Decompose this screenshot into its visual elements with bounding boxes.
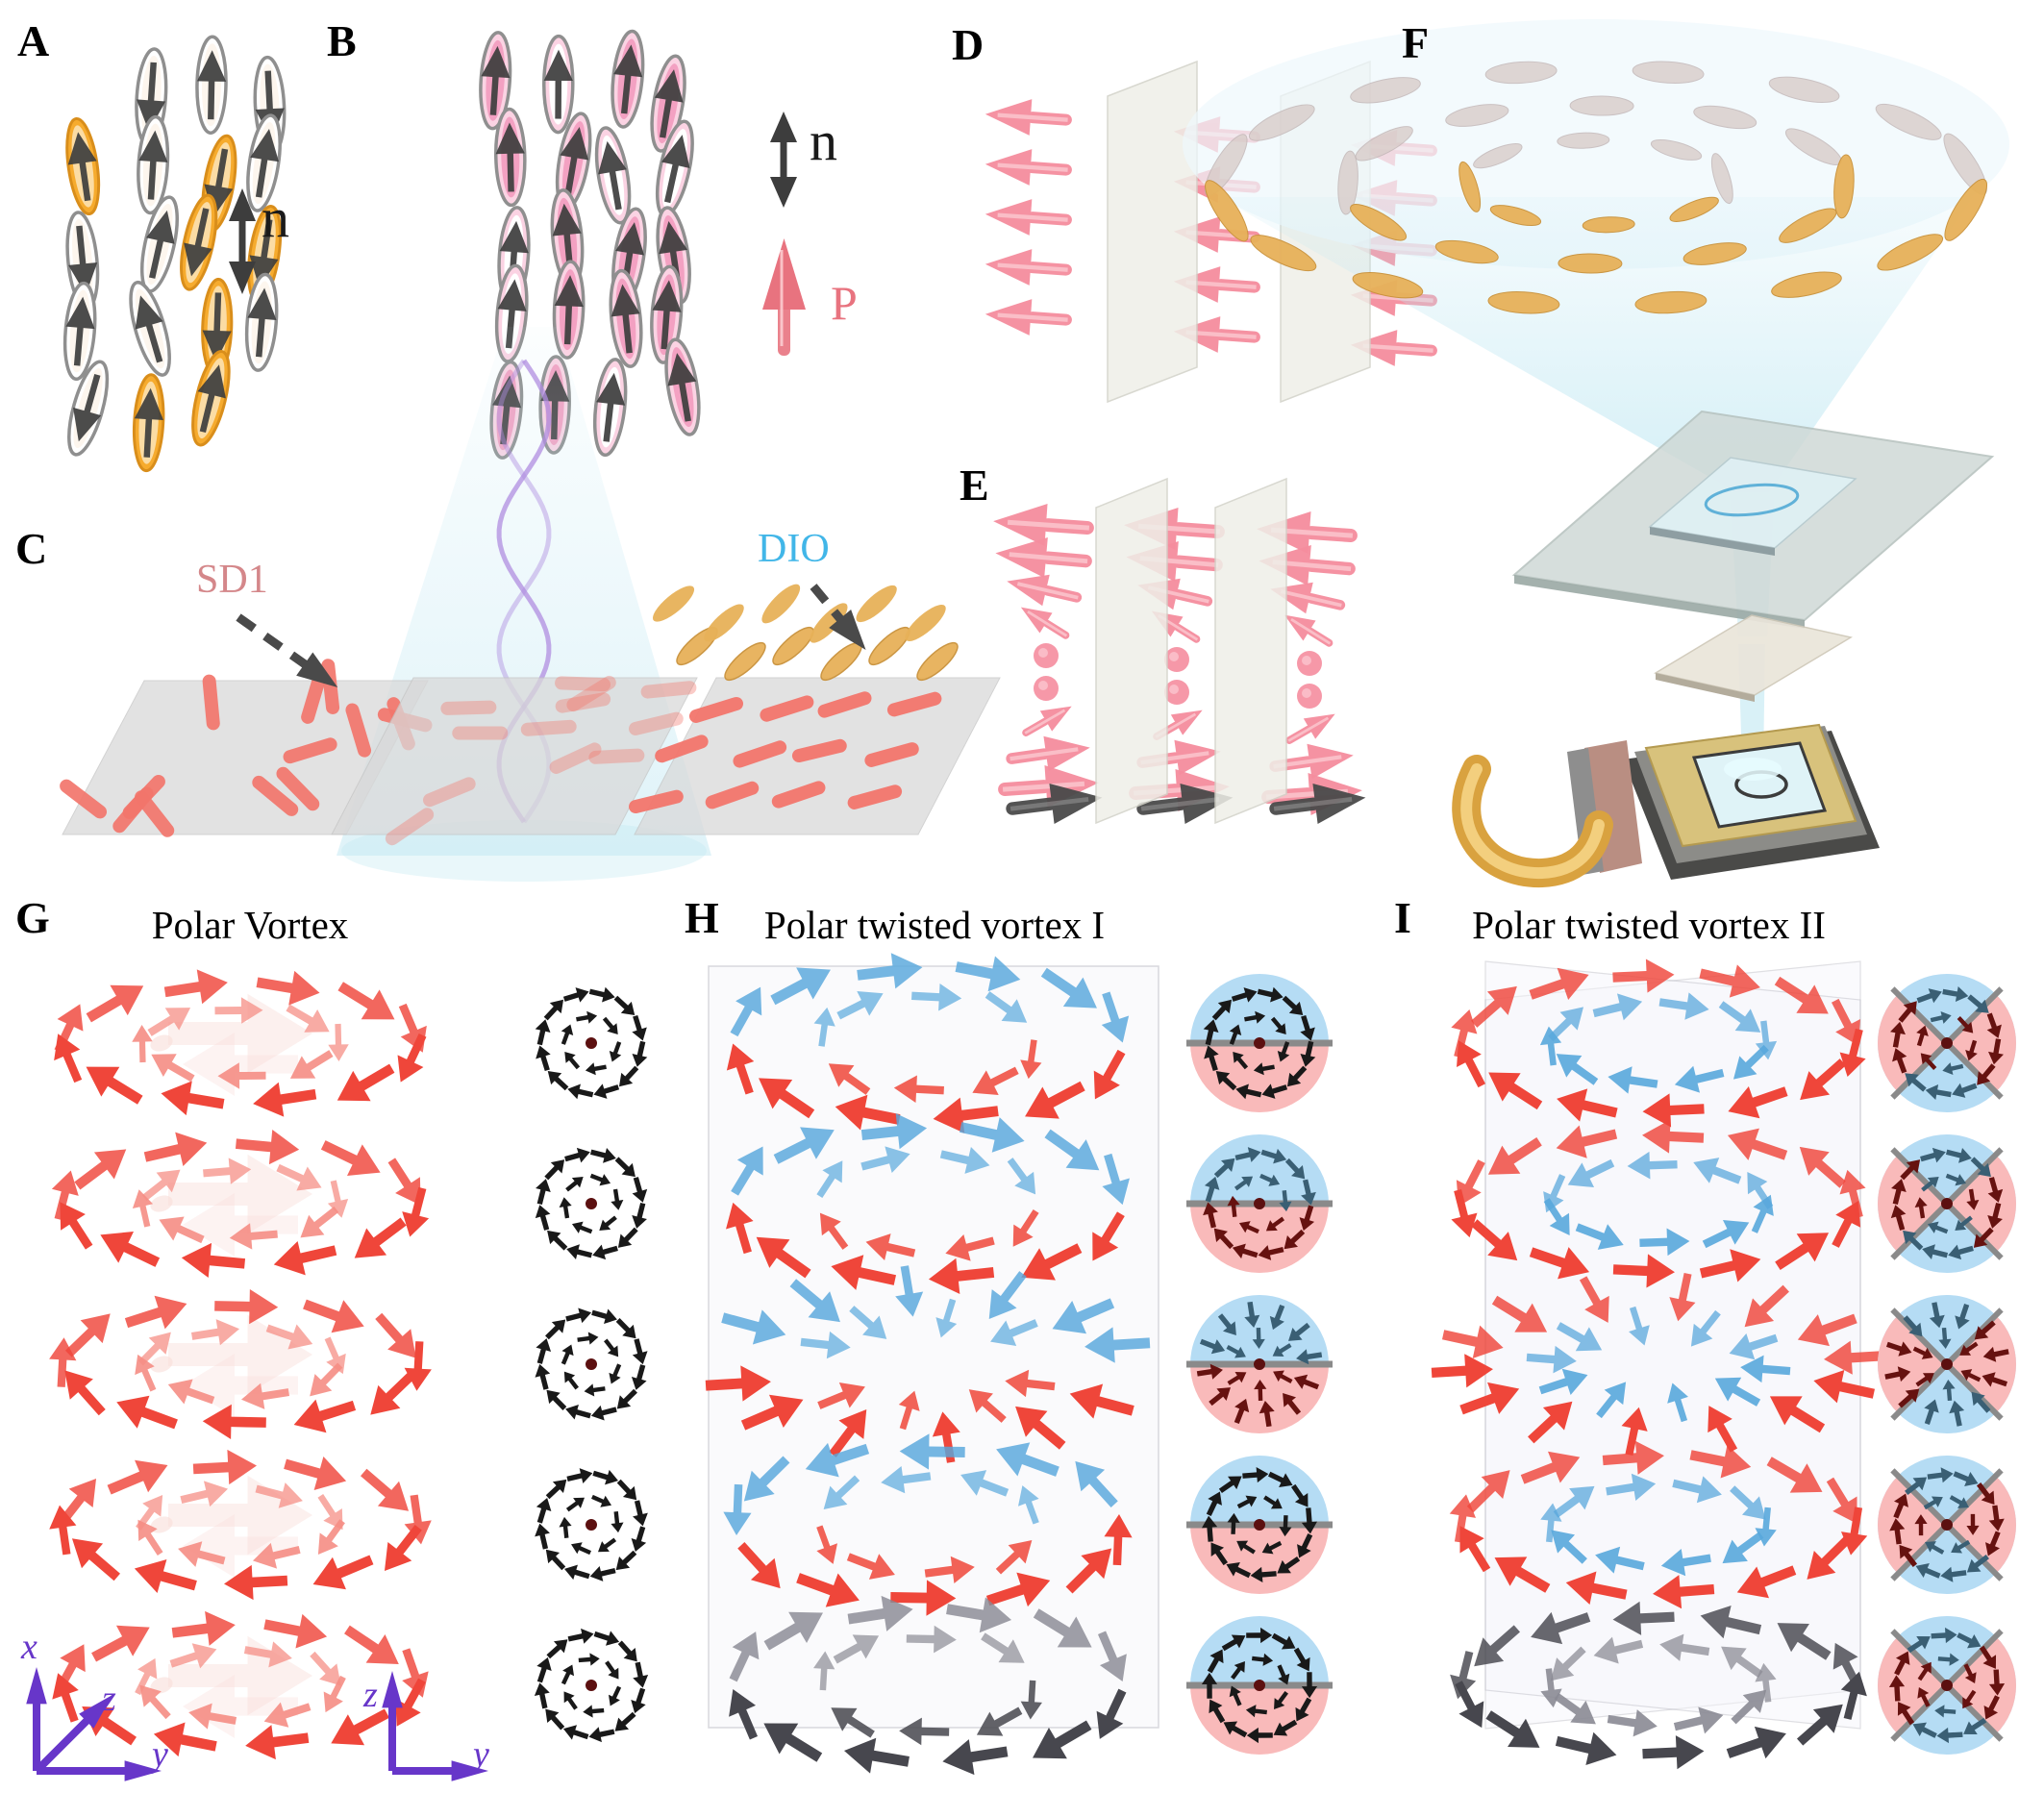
- polar-vortex-row: [51, 1129, 430, 1279]
- slice-inset-g: [535, 1468, 648, 1581]
- polar-vortex-row: [49, 1449, 432, 1601]
- slice-inset-g: [534, 1628, 649, 1743]
- slice-axis-label-z: z: [363, 1675, 378, 1715]
- polar-vortex-row: [54, 969, 427, 1117]
- panel-i-art: [1431, 959, 2016, 1770]
- slice-inset-g: [535, 986, 648, 1100]
- axis-label-x: x: [21, 1627, 37, 1667]
- panel-label-i: I: [1394, 893, 1411, 942]
- slice-axes: [382, 1671, 488, 1781]
- dio-label: DIO: [758, 527, 830, 571]
- twisted-vortex1-row: [705, 1265, 1151, 1463]
- director-symbol-a: n: [262, 187, 289, 249]
- panel-label-e: E: [960, 461, 989, 510]
- panel-a-art: [62, 35, 287, 473]
- annotation-arrow: [810, 584, 866, 651]
- twisted-vortex2-row: [1450, 1601, 1867, 1770]
- panel-label-f: F: [1402, 18, 1430, 67]
- panel-label-c: C: [15, 524, 48, 573]
- main-axes: [26, 1667, 162, 1781]
- dio-molecules: [653, 584, 959, 682]
- twisted-vortex2-row: [1451, 1119, 1866, 1288]
- slice-inset-i: [1878, 1295, 2016, 1433]
- twisted-vortex2-row: [1431, 1273, 1886, 1456]
- panel-label-b: B: [327, 16, 357, 65]
- lc-vortex-ring: [1205, 61, 1987, 314]
- slice-inset-g: [535, 1147, 648, 1260]
- annotation-arrow: [236, 613, 338, 688]
- slm-device: [1452, 723, 1880, 887]
- twisted-vortex2-row: [1449, 1440, 1868, 1609]
- slice-inset-h: [1186, 1134, 1333, 1273]
- director-arrow: [229, 188, 256, 294]
- panel-title-polar-vortex: Polar Vortex: [151, 903, 349, 947]
- slice-inset-h: [1186, 1456, 1333, 1594]
- polarization-arrow: [762, 238, 806, 356]
- twisted-vortex1-row: [726, 953, 1130, 1133]
- slice-inset-i: [1878, 974, 2016, 1112]
- slice-axis-label-y: y: [473, 1734, 489, 1775]
- panel-title-twisted-vortex-2: Polar twisted vortex II: [1472, 903, 1826, 947]
- panel-h-art: [705, 953, 1333, 1776]
- twisted-vortex1-row: [729, 1595, 1127, 1776]
- slice-inset-h: [1186, 1616, 1333, 1755]
- slice-inset-h: [1186, 974, 1333, 1112]
- twisted-vortex2-row: [1451, 959, 1866, 1128]
- twisted-vortex1-row: [726, 1113, 1130, 1294]
- panel-c-art: [60, 327, 1001, 882]
- slice-inset-i: [1878, 1456, 2016, 1594]
- panel-e-art: [993, 504, 1366, 824]
- lc-vortex-ring: [1337, 95, 1855, 274]
- director-arrow-b: [770, 112, 797, 208]
- sample-cell-plate: [1511, 410, 1995, 629]
- panel-label-h: H: [685, 893, 719, 942]
- axis-label-y: y: [152, 1734, 168, 1775]
- panel-label-d: D: [952, 20, 985, 69]
- sd1-label: SD1: [196, 558, 268, 602]
- panel-f-art: [1183, 19, 2009, 887]
- slice-inset-i: [1878, 1134, 2016, 1273]
- polarization-symbol: P: [831, 276, 858, 330]
- slice-inset-g: [535, 1307, 648, 1421]
- polar-vortex-row: [49, 1288, 432, 1440]
- polar-vortex-row: [52, 1610, 429, 1760]
- slice-inset-h: [1186, 1295, 1333, 1433]
- axis-label-z: z: [102, 1679, 116, 1719]
- twisted-vortex1-row: [723, 1433, 1133, 1616]
- panel-title-twisted-vortex-1: Polar twisted vortex I: [763, 903, 1106, 947]
- slice-inset-i: [1878, 1616, 2016, 1755]
- panel-label-g: G: [15, 893, 50, 942]
- panel-b-art: [479, 29, 806, 460]
- panel-g-art: [49, 969, 649, 1760]
- panel-label-a: A: [17, 16, 50, 65]
- lc-vortex-ring: [1458, 132, 1733, 234]
- director-symbol-b: n: [810, 110, 837, 172]
